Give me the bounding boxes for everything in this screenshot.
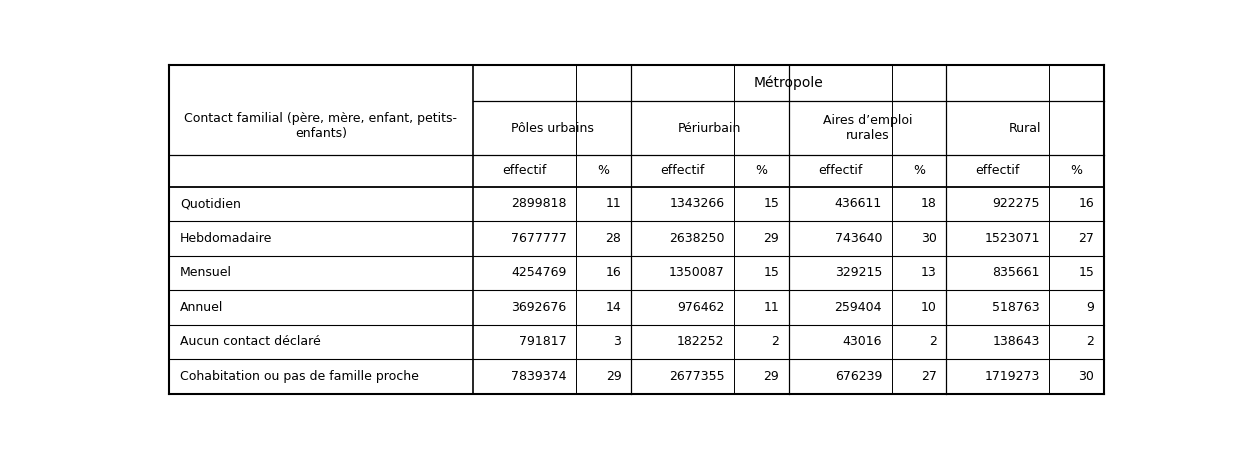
Text: 16: 16 (1079, 197, 1095, 210)
Text: 518763: 518763 (992, 301, 1040, 314)
Text: Annuel: Annuel (180, 301, 223, 314)
Text: Rural: Rural (1009, 122, 1041, 135)
Text: 1350087: 1350087 (669, 266, 724, 279)
Text: 3: 3 (613, 336, 622, 348)
Text: 7677777: 7677777 (511, 232, 566, 245)
Text: 29: 29 (764, 232, 779, 245)
Text: 18: 18 (921, 197, 937, 210)
Text: 29: 29 (606, 370, 622, 383)
Text: 14: 14 (606, 301, 622, 314)
Text: 15: 15 (763, 197, 779, 210)
Text: 30: 30 (1079, 370, 1095, 383)
Text: 11: 11 (606, 197, 622, 210)
Text: 4254769: 4254769 (511, 266, 566, 279)
Text: 138643: 138643 (992, 336, 1040, 348)
Text: 2677355: 2677355 (669, 370, 724, 383)
Text: Cohabitation ou pas de famille proche: Cohabitation ou pas de famille proche (180, 370, 420, 383)
Text: 436611: 436611 (835, 197, 882, 210)
Text: %: % (597, 164, 610, 178)
Text: Mensuel: Mensuel (180, 266, 232, 279)
Text: 10: 10 (921, 301, 937, 314)
Text: 28: 28 (606, 232, 622, 245)
Text: 2: 2 (929, 336, 937, 348)
Text: 27: 27 (921, 370, 937, 383)
Text: 922275: 922275 (992, 197, 1040, 210)
Text: 27: 27 (1079, 232, 1095, 245)
Text: Contact familial (père, mère, enfant, petits-
enfants): Contact familial (père, mère, enfant, pe… (184, 112, 458, 140)
Text: 791817: 791817 (520, 336, 566, 348)
Text: %: % (913, 164, 926, 178)
Text: 1719273: 1719273 (985, 370, 1040, 383)
Text: effectif: effectif (976, 164, 1021, 178)
Text: %: % (755, 164, 768, 178)
Text: Aucun contact déclaré: Aucun contact déclaré (180, 336, 321, 348)
Text: Quotidien: Quotidien (180, 197, 241, 210)
Text: 2: 2 (771, 336, 779, 348)
Text: 1343266: 1343266 (669, 197, 724, 210)
Text: 30: 30 (921, 232, 937, 245)
Text: 11: 11 (764, 301, 779, 314)
Text: Hebdomadaire: Hebdomadaire (180, 232, 273, 245)
Text: 329215: 329215 (834, 266, 882, 279)
Text: 182252: 182252 (677, 336, 724, 348)
Text: effectif: effectif (502, 164, 547, 178)
Text: Pôles urbains: Pôles urbains (511, 122, 594, 135)
Text: 3692676: 3692676 (512, 301, 566, 314)
Text: Périurbain: Périurbain (679, 122, 742, 135)
Text: %: % (1071, 164, 1082, 178)
Text: 15: 15 (1079, 266, 1095, 279)
Text: 1523071: 1523071 (985, 232, 1040, 245)
Text: 2638250: 2638250 (669, 232, 724, 245)
Text: 676239: 676239 (834, 370, 882, 383)
Text: effectif: effectif (818, 164, 863, 178)
Text: 43016: 43016 (843, 336, 882, 348)
Text: 259404: 259404 (834, 301, 882, 314)
Text: 2899818: 2899818 (511, 197, 566, 210)
Text: 976462: 976462 (677, 301, 724, 314)
Text: Aires d’emploi
rurales: Aires d’emploi rurales (823, 114, 912, 142)
Text: 15: 15 (763, 266, 779, 279)
Text: 9: 9 (1086, 301, 1095, 314)
Text: 2: 2 (1086, 336, 1095, 348)
Text: Métropole: Métropole (754, 76, 823, 90)
Text: 743640: 743640 (834, 232, 882, 245)
Text: 7839374: 7839374 (511, 370, 566, 383)
Text: 16: 16 (606, 266, 622, 279)
Text: 29: 29 (764, 370, 779, 383)
Text: effectif: effectif (660, 164, 705, 178)
Text: 835661: 835661 (992, 266, 1040, 279)
Text: 13: 13 (921, 266, 937, 279)
